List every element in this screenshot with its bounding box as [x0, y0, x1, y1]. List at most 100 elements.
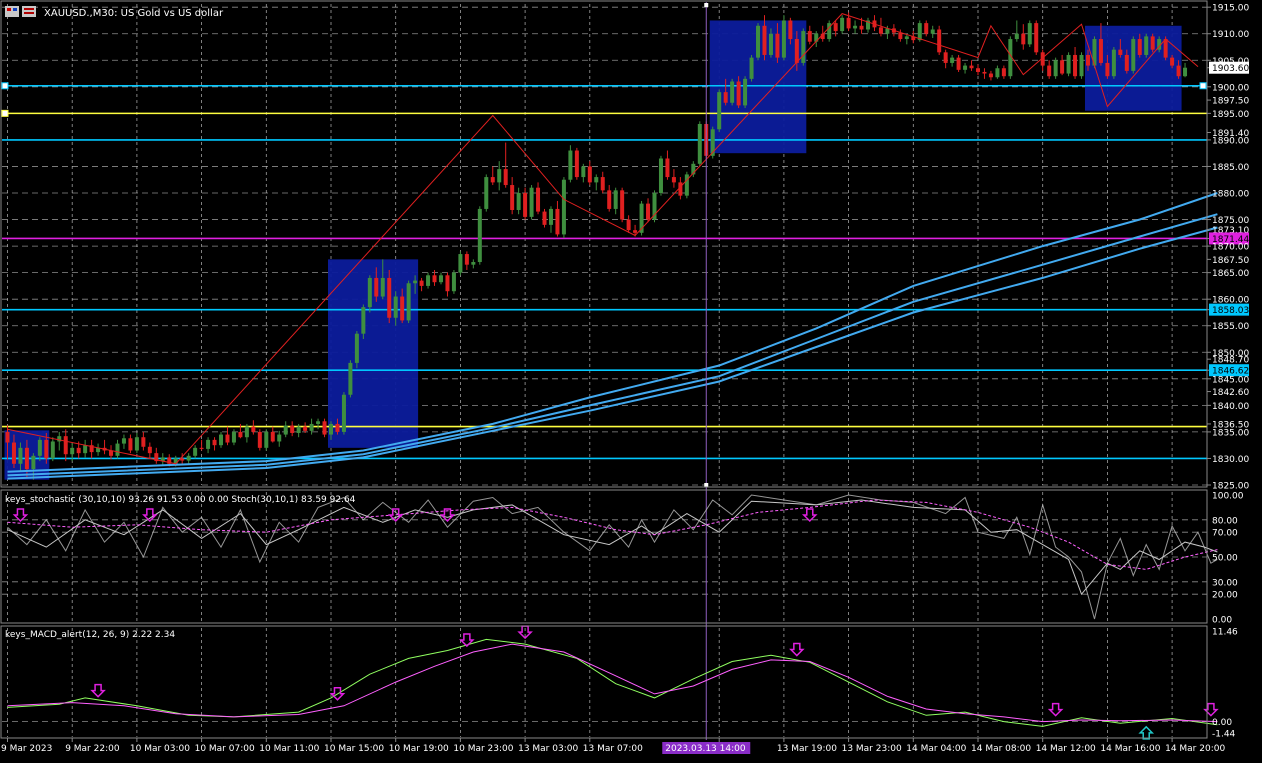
candle-body — [70, 447, 75, 455]
candle — [477, 206, 482, 265]
candle-body — [561, 179, 566, 235]
candle-body — [484, 177, 489, 209]
candle-body — [963, 65, 968, 70]
price-tick-label: 1830.00 — [1212, 455, 1249, 465]
candle-body — [807, 31, 812, 42]
macd-signal-line — [7, 643, 1218, 723]
candle-body — [1176, 65, 1181, 77]
candle-body — [471, 262, 476, 265]
candle-body — [63, 436, 68, 455]
candle — [1176, 60, 1181, 79]
candle-body — [115, 443, 120, 456]
candle-body — [1021, 33, 1026, 45]
level-handle[interactable] — [1, 82, 9, 90]
candle-body — [840, 17, 845, 32]
candle-body — [1053, 60, 1058, 77]
candle-body — [121, 438, 126, 444]
candle-body — [866, 20, 871, 30]
candle — [600, 171, 605, 194]
level-handle[interactable] — [1199, 82, 1207, 90]
candle-body — [697, 123, 702, 164]
macd-panel[interactable] — [7, 625, 1219, 740]
candle — [827, 20, 832, 42]
macd-tick-label: 0.00 — [1212, 718, 1232, 728]
candle — [134, 432, 139, 454]
panel-border — [0, 0, 1208, 488]
candle-body — [1027, 23, 1032, 45]
candle-body — [568, 150, 573, 180]
crosshair-handle[interactable] — [704, 483, 709, 487]
candle-body — [1079, 54, 1084, 77]
candle — [341, 392, 346, 435]
candle — [510, 177, 515, 215]
level-handle[interactable] — [1, 109, 9, 117]
candle — [995, 65, 1000, 79]
candle-body — [1157, 39, 1162, 50]
candle — [451, 269, 456, 294]
candle — [1150, 33, 1155, 53]
arrow-down-icon — [90, 683, 106, 698]
time-tick-label: 13 Mar 23:00 — [842, 744, 902, 754]
price-tick-label: 1840.00 — [1212, 402, 1249, 412]
candle-body — [341, 394, 346, 432]
candle-body — [1066, 54, 1071, 74]
time-tick-label: 10 Mar 19:00 — [389, 744, 449, 754]
candle-body — [710, 129, 715, 156]
price-tick-label: 1848.70 — [1212, 356, 1249, 366]
candle — [361, 304, 366, 340]
stochastic-tick-label: 30.00 — [1212, 578, 1238, 588]
candle — [484, 174, 489, 212]
candle — [283, 421, 288, 438]
chart-menu-icon-part — [13, 8, 17, 11]
candle-body — [426, 275, 431, 286]
time-tick-label: 9 Mar 2023 — [1, 744, 52, 754]
candle — [859, 17, 864, 34]
macd-tick-label: -1.44 — [1212, 730, 1236, 740]
candle — [671, 169, 676, 188]
candle — [749, 54, 754, 82]
price-panel[interactable] — [1, 2, 1218, 740]
candle — [762, 15, 767, 61]
candle — [83, 439, 88, 458]
candle — [626, 215, 631, 233]
candle — [574, 147, 579, 180]
price-tick-label: 1850.00 — [1212, 349, 1249, 359]
chart-menu-icon[interactable] — [5, 6, 19, 17]
candle — [303, 422, 308, 433]
candle-body — [1001, 68, 1006, 77]
candle-body — [607, 190, 612, 209]
candle-body — [574, 150, 579, 178]
candle-body — [930, 29, 935, 34]
stochastic-tick-label: 100.00 — [1212, 492, 1244, 502]
stochastic-panel[interactable] — [7, 494, 1218, 620]
candle — [128, 434, 133, 454]
candle — [1163, 36, 1168, 61]
candle-body — [1040, 52, 1045, 66]
macd-tick-label: 11.46 — [1212, 628, 1238, 638]
candle — [516, 187, 521, 215]
candle-body — [186, 455, 191, 461]
candle-body — [257, 431, 262, 448]
candle-body — [1034, 23, 1039, 53]
candle — [853, 20, 858, 34]
arrow-down-icon — [801, 508, 818, 523]
crosshair-handle[interactable] — [704, 3, 709, 7]
candle — [775, 23, 780, 63]
candle — [878, 17, 883, 37]
price-tick-label: 1891.40 — [1212, 129, 1249, 139]
candle — [121, 434, 126, 449]
price-tick-label: 1900.00 — [1212, 83, 1249, 93]
time-tick-label: 14 Mar 20:00 — [1165, 744, 1225, 754]
candle — [1170, 54, 1175, 69]
candle — [206, 437, 211, 454]
candle — [814, 31, 819, 48]
candle — [115, 439, 120, 459]
candle-body — [154, 453, 159, 462]
arrow-down-icon — [1047, 702, 1064, 717]
candle — [1066, 52, 1071, 77]
candle — [277, 430, 282, 447]
time-tick-label: 13 Mar 03:00 — [518, 744, 578, 754]
candle — [464, 251, 469, 270]
